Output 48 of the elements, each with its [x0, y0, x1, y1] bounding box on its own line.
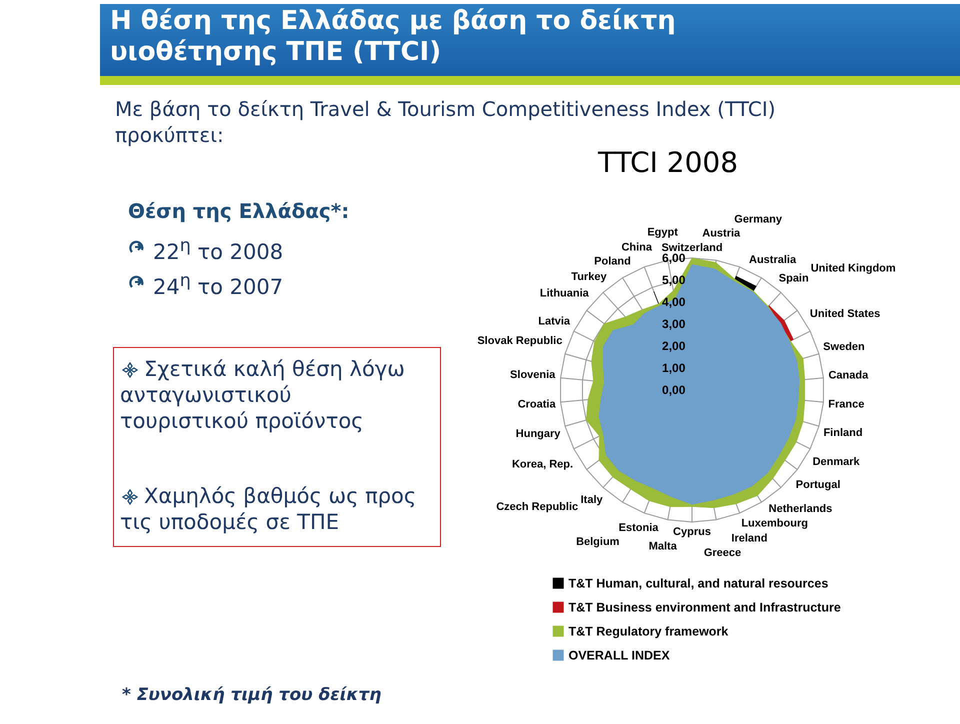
spoke-label: Malta [648, 540, 678, 552]
spoke-label: United Kingdom [810, 262, 896, 274]
chart-title: Η θέση της Ελλάδας με βάση το δείκτη υιοθέτησης ΤΠΕ (TTCI) [110, 6, 677, 68]
spoke-label: China [621, 241, 653, 254]
spoke-label: United States [810, 308, 880, 320]
legend-label: OVERALL INDEX [568, 648, 670, 662]
chart-subtitle: Με βάση το δείκτη Travel & Tourism Competitiveness Index (TTCI) προκύπτει: [115, 97, 776, 147]
spoke-label: Australia [749, 254, 797, 266]
spoke-label: Sweden [823, 340, 866, 353]
spoke-label: Latvia [538, 315, 571, 328]
spoke-label: Switzerland [661, 242, 723, 254]
spoke-label: Austria [702, 228, 742, 240]
text: Θέση της Ελλάδας*: [128, 199, 350, 224]
spoke-label: Greece [704, 547, 742, 560]
text: TTCI 2008 [598, 146, 740, 179]
spoke-label: Denmark [812, 456, 861, 468]
spoke-label: Poland [594, 256, 631, 268]
legend-label: T&T Human, cultural, and natural resources [568, 576, 828, 590]
spoke-label: Turkey [571, 270, 608, 283]
spoke-label: Slovak Republic [477, 335, 562, 348]
spoke-label: Slovenia [510, 369, 556, 382]
spoke-label: Czech Republic [496, 500, 578, 513]
spoke-label: Netherlands [768, 502, 832, 515]
spoke-label: Ireland [731, 532, 768, 544]
legend-label: T&T Business environment and Infrastructure [568, 600, 841, 614]
spoke-label: Luxembourg [741, 517, 808, 530]
spoke-label: Egypt [647, 226, 678, 239]
spoke-label: Korea, Rep. [512, 458, 574, 470]
text: Σχετικά καλή θέση λόγω ανταγωνιστικού τουριστικού προϊόντος [120, 356, 406, 434]
legend-label: T&T Regulatory framework [568, 624, 728, 638]
spoke-label: Belgium [576, 536, 620, 548]
text: Χαμηλός βαθμός ως προς τις υποδομές σε ΤΠΕ [120, 483, 418, 535]
spoke-label: Croatia [518, 398, 556, 410]
spoke-label: Hungary [516, 428, 562, 440]
spoke-label: Estonia [618, 522, 660, 534]
text: 24$^{η}$ το 2007 [153, 270, 284, 300]
spoke-label: Germany [734, 213, 783, 226]
spoke-label: Italy [580, 494, 604, 506]
spoke-label: Portugal [796, 479, 840, 492]
spoke-label: Canada [828, 370, 870, 382]
spoke-label: Lithuania [540, 288, 590, 300]
spoke-label: Spain [778, 272, 809, 284]
text: * Συνολική τιμή του δείκτη [122, 684, 382, 706]
spoke-label: Finland [823, 426, 863, 439]
y-tick-label: 6,00 [662, 251, 686, 265]
text: 22$^{η}$ το 2008 [153, 235, 284, 265]
spoke-label: France [828, 398, 864, 410]
spoke-label: Cyprus [673, 526, 711, 538]
